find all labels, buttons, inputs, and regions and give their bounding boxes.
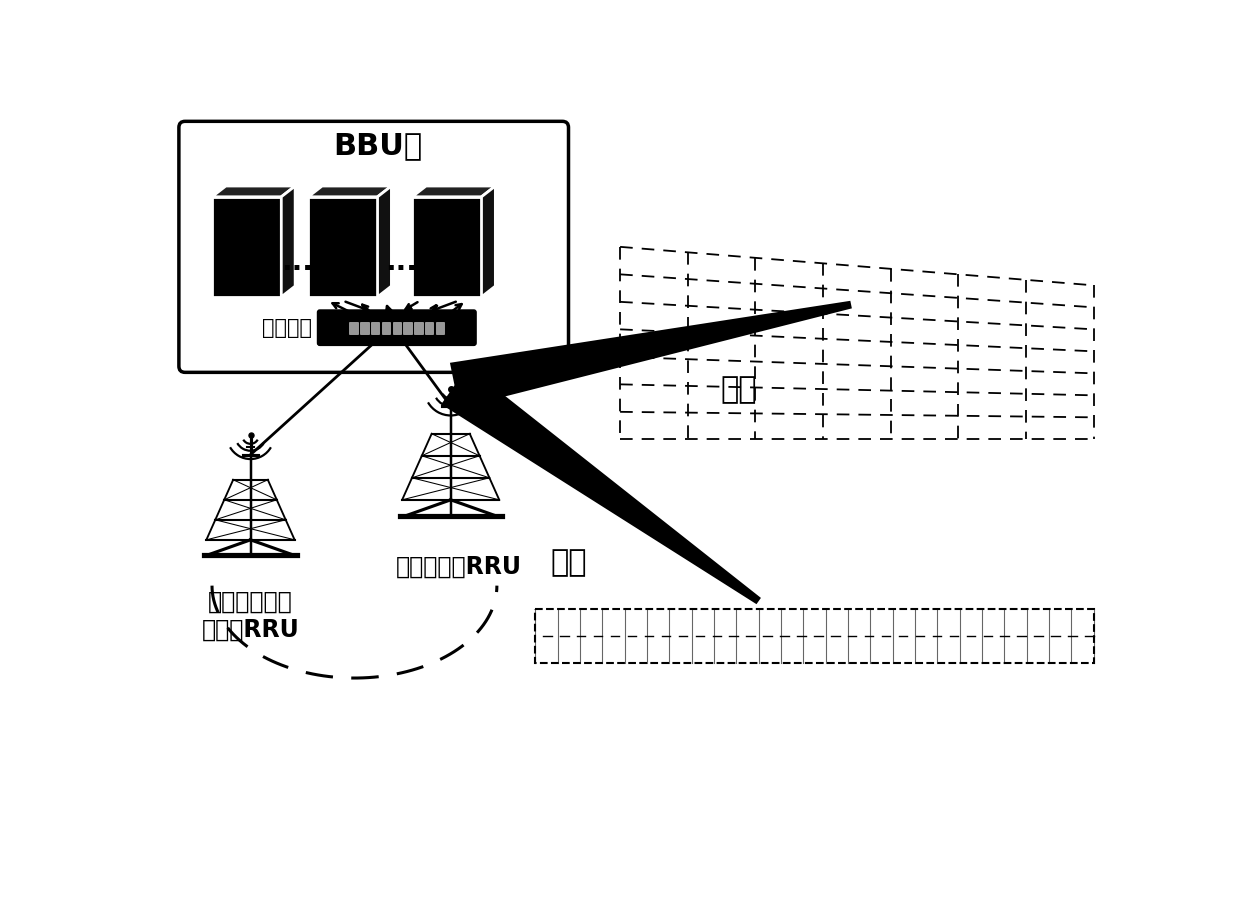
Polygon shape [212,197,281,297]
FancyBboxPatch shape [317,310,476,345]
FancyBboxPatch shape [179,122,568,373]
Polygon shape [309,197,377,297]
Polygon shape [382,321,391,334]
Text: 交换结构: 交换结构 [262,318,312,337]
Polygon shape [412,197,481,297]
Text: BBU池: BBU池 [334,131,422,160]
Polygon shape [350,321,358,334]
Polygon shape [371,321,379,334]
Text: ...: ... [384,248,417,276]
Polygon shape [450,301,852,408]
Polygon shape [412,186,495,197]
Polygon shape [414,321,423,334]
Polygon shape [393,321,401,334]
Text: 毫米波频段RRU: 毫米波频段RRU [396,555,521,579]
Polygon shape [309,186,392,197]
Text: 公网或专网授
权频段RRU: 公网或专网授 权频段RRU [202,590,299,641]
Polygon shape [361,321,368,334]
Text: 探测: 探测 [720,375,756,404]
Polygon shape [441,366,761,604]
Polygon shape [377,186,392,297]
Polygon shape [481,186,495,297]
Polygon shape [403,321,412,334]
Polygon shape [536,609,1094,663]
Text: 通信: 通信 [551,548,588,577]
Polygon shape [281,186,295,297]
Polygon shape [435,321,444,334]
Polygon shape [212,186,295,197]
Text: ...: ... [280,248,312,276]
Polygon shape [425,321,433,334]
